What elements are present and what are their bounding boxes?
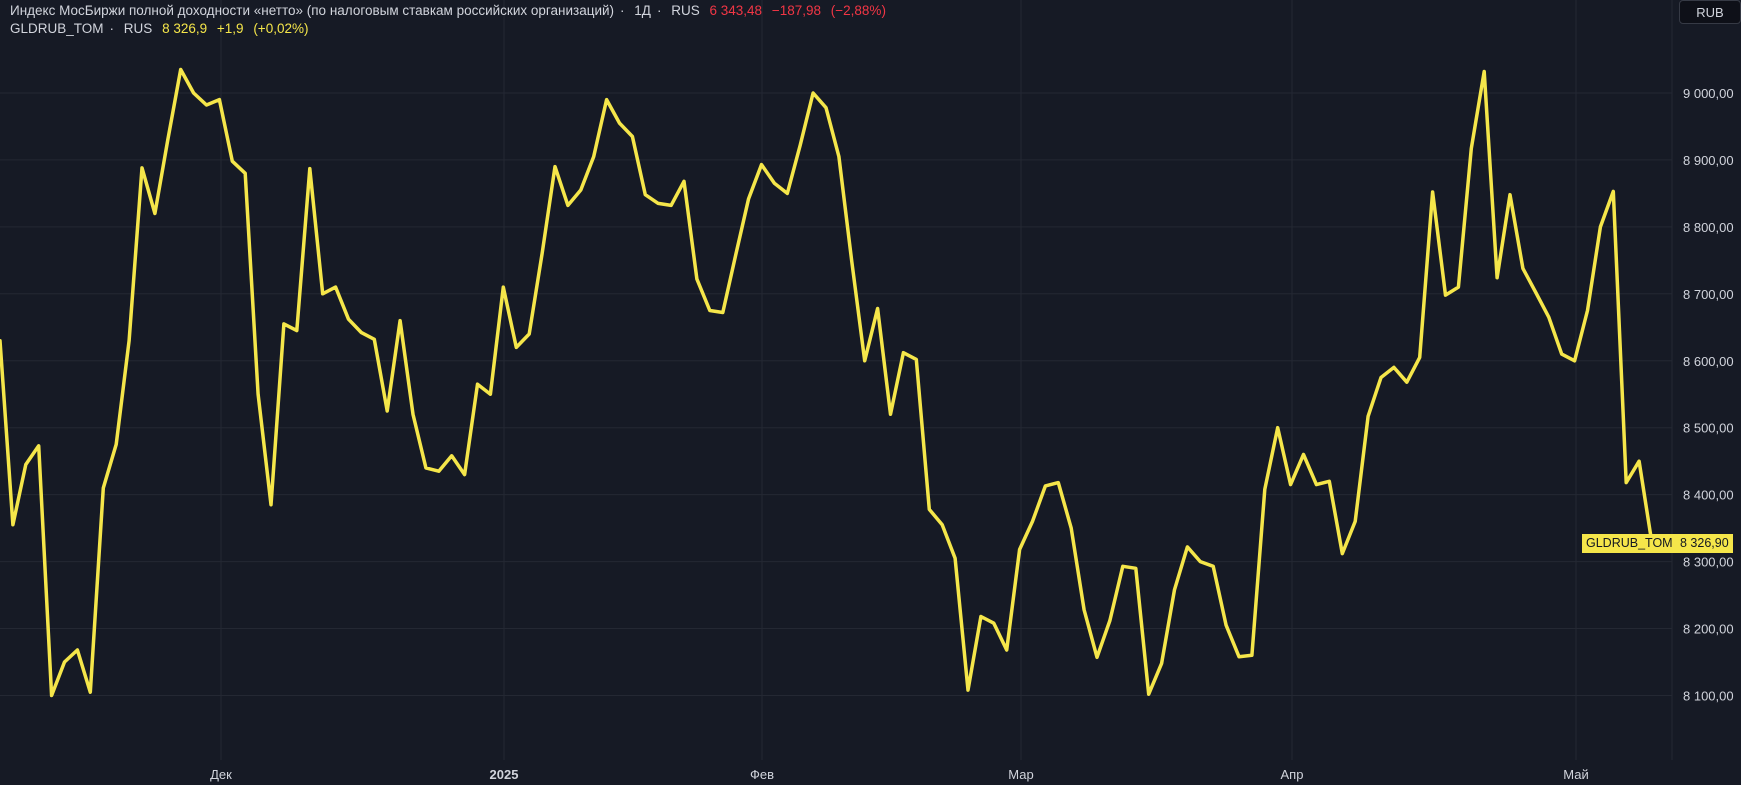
x-tick-label: Май (1563, 767, 1588, 782)
x-tick-label: Фев (750, 767, 774, 782)
y-tick-label: 9 000,00 (1683, 86, 1734, 101)
series-line-gldrub-tom (0, 67, 1654, 698)
y-tick-label: 8 500,00 (1683, 421, 1734, 436)
legend-separator: · (656, 3, 662, 18)
legend-row-gldrub[interactable]: GLDRUB_TOM · RUS 8 326,9 +1,9 (+0,02%) (10, 21, 314, 36)
x-tick-label: 2025 (490, 767, 519, 782)
legend-index-exchange: RUS (671, 3, 700, 18)
x-tick-label: Мар (1008, 767, 1033, 782)
legend-row-main-index[interactable]: Индекс МосБиржи полной доходности «нетто… (10, 3, 892, 18)
x-axis: Дек 2025 Фев Мар Апр Май (210, 767, 1589, 782)
x-tick-label: Дек (210, 767, 232, 782)
legend-index-last: 6 343,48 (709, 3, 763, 18)
legend-index-change: −187,98 (771, 3, 822, 18)
legend-index-interval: 1Д (634, 3, 651, 18)
series-layer (0, 67, 1654, 698)
legend-separator: · (620, 3, 625, 18)
y-axis: 8 100,00 8 200,00 8 300,00 8 400,00 8 500,00… (1683, 86, 1734, 704)
legend-series-change-pct: (+0,02%) (253, 21, 309, 36)
currency-button[interactable]: RUB (1679, 0, 1741, 24)
x-tick-label: Апр (1281, 767, 1304, 782)
grid-layer (0, 0, 1672, 760)
y-tick-label: 8 100,00 (1683, 689, 1734, 704)
y-tick-label: 8 400,00 (1683, 488, 1734, 503)
legend-series-name: GLDRUB_TOM (10, 21, 104, 36)
price-label-name: GLDRUB_TOM (1582, 533, 1677, 553)
y-tick-label: 8 900,00 (1683, 153, 1734, 168)
y-tick-label: 8 600,00 (1683, 354, 1734, 369)
legend-series-last: 8 326,9 (162, 21, 208, 36)
y-tick-label: 8 800,00 (1683, 220, 1734, 235)
price-label-value: 8 326,90 (1676, 533, 1733, 553)
legend-index-change-pct: (−2,88%) (830, 3, 886, 18)
legend-index-name: Индекс МосБиржи полной доходности «нетто… (10, 3, 615, 18)
legend-series-exchange: RUS (123, 21, 153, 36)
y-tick-label: 8 300,00 (1683, 555, 1734, 570)
y-tick-label: 8 200,00 (1683, 622, 1734, 637)
legend-series-change: +1,9 (216, 21, 244, 36)
legend-separator: · (109, 21, 115, 36)
y-tick-label: 8 700,00 (1683, 287, 1734, 302)
